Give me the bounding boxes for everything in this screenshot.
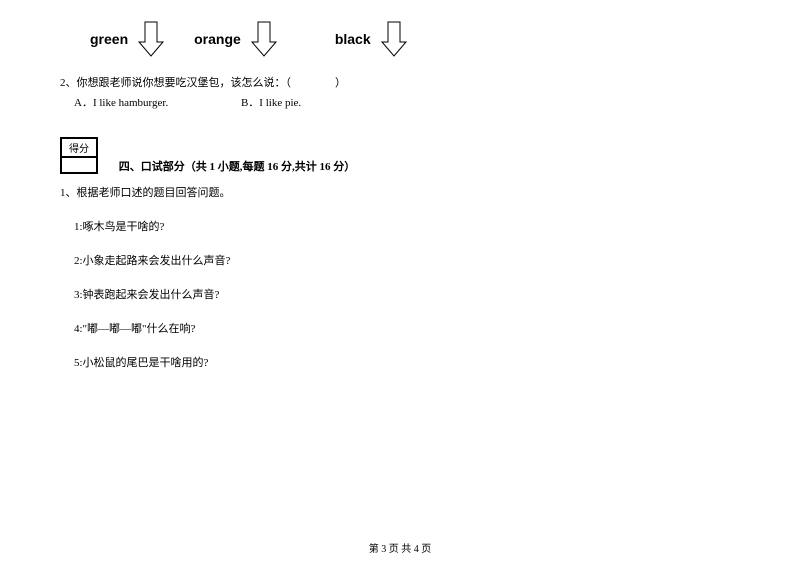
sub-question-4: 4:"嘟—嘟—嘟"什么在响? [74,320,740,336]
word-green: green [90,31,128,47]
page-footer: 第 3 页 共 4 页 [0,540,800,555]
section-4-title: 四、口试部分（共 1 小题,每题 16 分,共计 16 分） [119,160,356,174]
sub-question-2: 2:小象走起路来会发出什么声音? [74,252,740,268]
down-arrow-icon [249,20,279,58]
section-4-stem: 1、根据老师口述的题目回答问题。 [60,184,740,200]
down-arrow-icon [379,20,409,58]
score-value [61,157,97,173]
option-a: A．I like hamburger. [74,94,168,110]
section-4-body: 1、根据老师口述的题目回答问题。 1:啄木鸟是干啥的? 2:小象走起路来会发出什… [60,184,740,370]
word-arrow-row: green orange black [90,20,740,58]
word-black: black [335,31,371,47]
sub-question-5: 5:小松鼠的尾巴是干啥用的? [74,354,740,370]
question-2-options: A．I like hamburger. B．I like pie. [74,94,740,110]
score-box: 得分 [60,137,98,174]
sub-question-3: 3:钟表跑起来会发出什么声音? [74,286,740,302]
word-orange: orange [194,31,241,47]
section-4-header: 得分 四、口试部分（共 1 小题,每题 16 分,共计 16 分） [60,113,740,174]
option-b: B．I like pie. [241,94,301,110]
question-2: 2、你想跟老师说你想要吃汉堡包，该怎么说：（ ） A．I like hambur… [60,74,740,110]
question-2-text: 2、你想跟老师说你想要吃汉堡包，该怎么说：（ ） [60,77,346,89]
score-label: 得分 [61,138,97,157]
sub-question-1: 1:啄木鸟是干啥的? [74,218,740,234]
down-arrow-icon [136,20,166,58]
